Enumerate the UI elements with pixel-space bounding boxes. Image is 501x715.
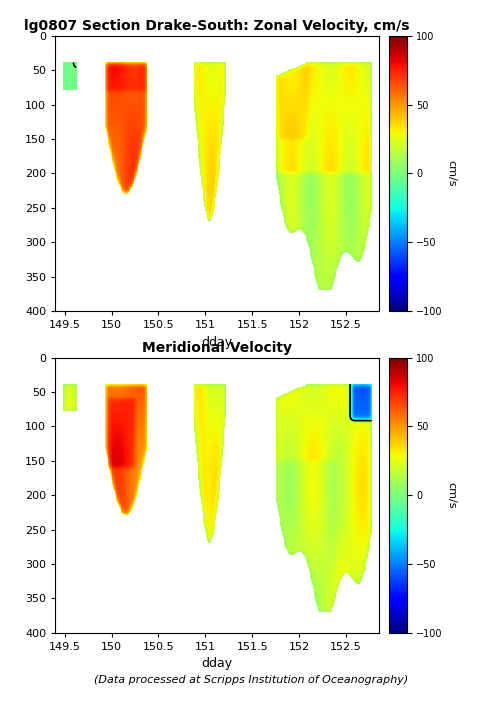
Text: (Data processed at Scripps Institution of Oceanography): (Data processed at Scripps Institution o… xyxy=(94,675,407,685)
Title: Meridional Velocity: Meridional Velocity xyxy=(142,341,292,355)
X-axis label: dday: dday xyxy=(201,335,232,349)
X-axis label: dday: dday xyxy=(201,657,232,671)
Y-axis label: cm/s: cm/s xyxy=(446,160,456,187)
Title: lg0807 Section Drake-South: Zonal Velocity, cm/s: lg0807 Section Drake-South: Zonal Veloci… xyxy=(25,19,409,33)
Y-axis label: cm/s: cm/s xyxy=(446,482,456,508)
